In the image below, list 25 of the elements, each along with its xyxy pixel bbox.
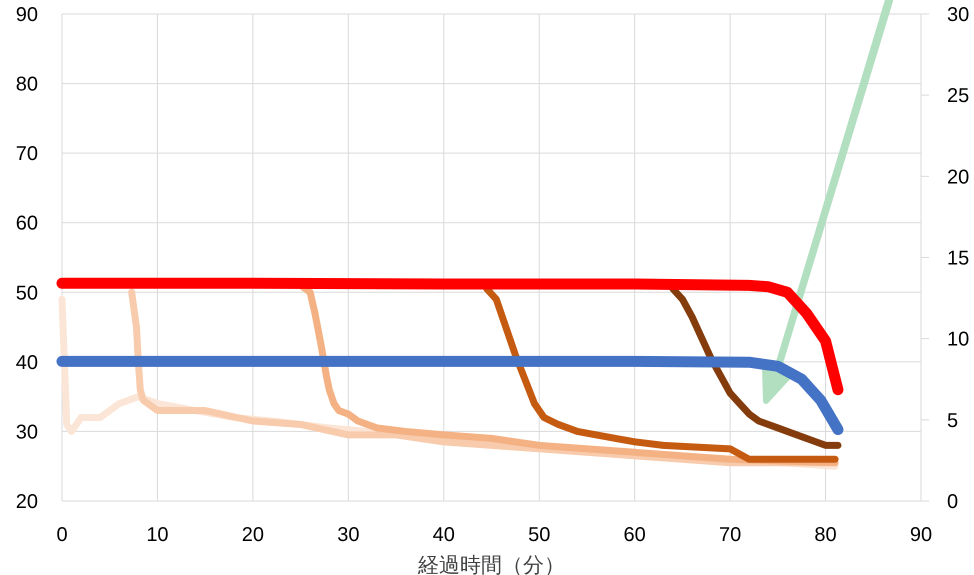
x-tick-label: 30 [337,524,360,546]
y2-tick-label: 30 [947,4,970,26]
y-tick-label: 50 [16,282,38,304]
y-tick-label: 40 [16,352,38,374]
y-tick-label: 90 [16,4,38,26]
x-tick-label: 40 [432,524,455,546]
x-tick-label: 90 [910,524,932,546]
y2-tick-label: 20 [947,166,970,188]
x-tick-label: 70 [718,524,742,546]
x-tick-label: 10 [146,524,169,546]
y-tick-label: 80 [16,74,38,96]
x-tick-label: 0 [56,524,68,546]
y2-tick-label: 10 [947,328,970,351]
y-tick-label: 30 [16,421,38,444]
y2-tick-label: 25 [947,85,970,108]
y-tick-label: 70 [16,143,38,166]
x-tick-label: 20 [242,524,264,546]
y-tick-label: 20 [16,491,38,513]
x-tick-label: 80 [814,524,837,546]
y2-tick-label: 15 [947,248,970,270]
x-tick-label: 50 [528,524,550,546]
y2-tick-label: 0 [947,491,958,513]
y2-tick-label: 5 [947,410,958,432]
y-tick-label: 60 [16,212,38,235]
x-tick-label: 60 [624,524,646,546]
